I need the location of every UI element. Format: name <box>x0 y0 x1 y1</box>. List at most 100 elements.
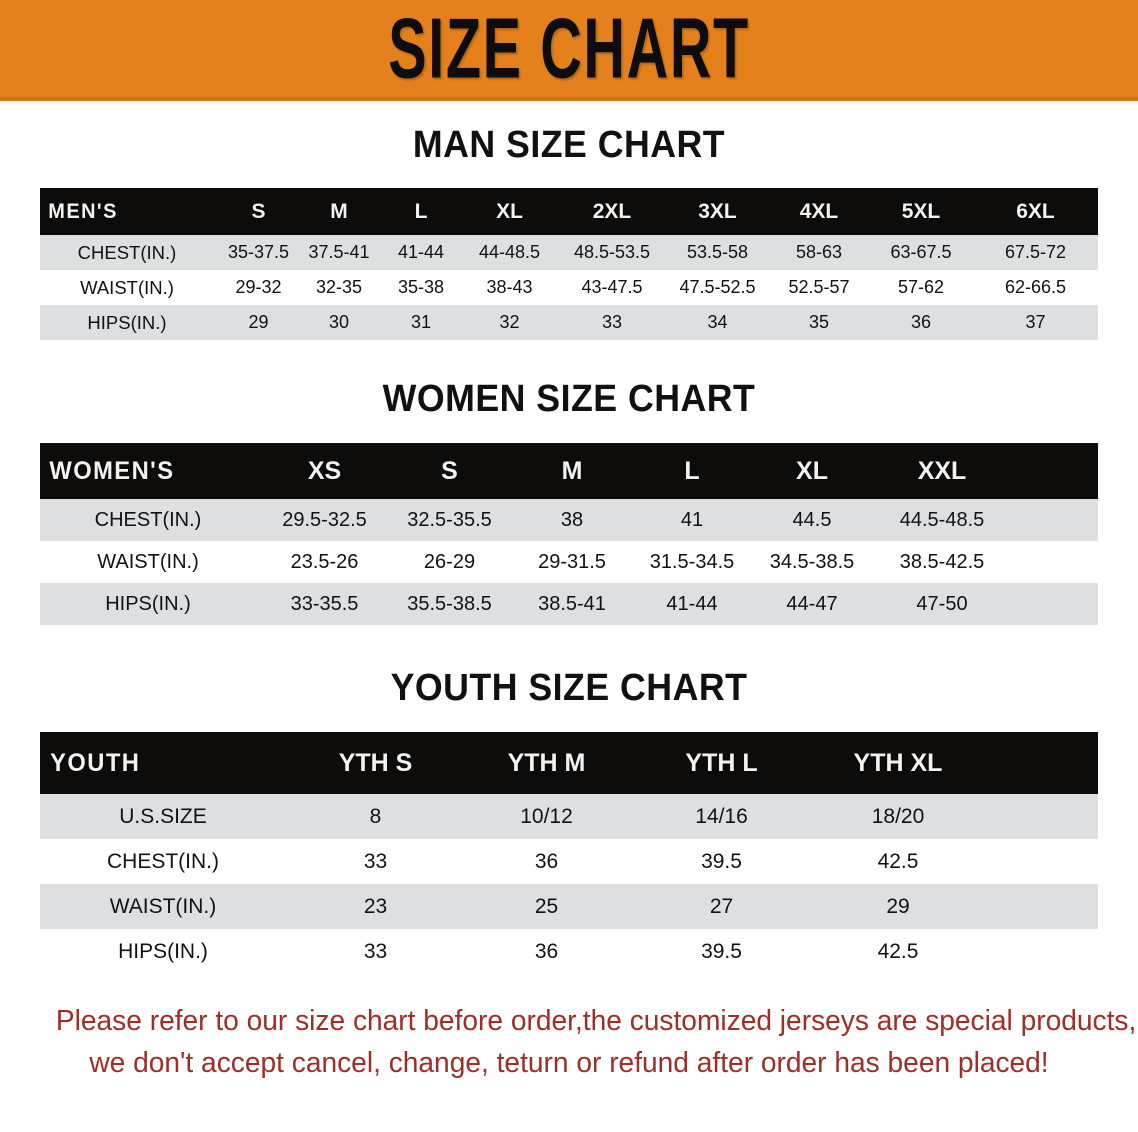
page-banner: SIZE CHART <box>0 0 1138 101</box>
table-row: U.S.SIZE 8 10/12 14/16 18/20 <box>40 794 1098 839</box>
man-row-label-waist: WAIST(IN.) <box>80 276 174 298</box>
table-cell: 32 <box>499 312 520 332</box>
table-cell: 41 <box>680 508 704 531</box>
man-size-table-wrapper: MEN'S S M L XL 2XL 3XL 4XL 5XL 6XL CHEST… <box>40 188 1098 340</box>
man-table-header-row: MEN'S S M L XL 2XL 3XL 4XL 5XL 6XL <box>40 188 1098 235</box>
table-cell: 34.5-38.5 <box>769 550 855 573</box>
table-cell: 18/20 <box>871 804 925 828</box>
table-cell: 32-35 <box>315 277 363 297</box>
youth-corner-label: YOUTH <box>50 748 141 777</box>
table-cell: 58-63 <box>795 242 843 262</box>
youth-size-table-wrapper: YOUTH YTH S YTH M YTH L YTH XL U.S.SIZE … <box>40 732 1098 974</box>
table-cell: 33 <box>601 312 623 332</box>
table-cell <box>987 794 1098 839</box>
table-cell: 29.5-32.5 <box>282 508 367 531</box>
table-cell: 44-48.5 <box>478 242 541 262</box>
table-cell <box>1012 499 1098 541</box>
table-cell: 38.5-42.5 <box>899 550 985 573</box>
table-cell: 30 <box>328 312 350 332</box>
table-cell: 41-44 <box>397 242 445 262</box>
table-row: CHEST(IN.) 29.5-32.5 32.5-35.5 38 41 44.… <box>40 499 1098 541</box>
table-cell: 14/16 <box>695 804 748 828</box>
man-row-label-chest: CHEST(IN.) <box>77 241 177 263</box>
table-cell: 62-66.5 <box>1004 277 1067 297</box>
table-cell: 31.5-34.5 <box>649 550 735 573</box>
youth-row-label-us-size: U.S.SIZE <box>119 804 207 828</box>
table-cell: 29 <box>248 312 269 332</box>
table-cell: 52.5-57 <box>788 277 850 297</box>
table-row: CHEST(IN.) 33 36 39.5 42.5 <box>40 839 1098 884</box>
table-cell: 53.5-58 <box>686 242 749 262</box>
table-cell <box>987 884 1098 929</box>
table-cell: 44.5-48.5 <box>899 508 985 531</box>
table-row: WAIST(IN.) 29-32 32-35 35-38 38-43 43-47… <box>40 270 1098 305</box>
table-cell <box>1012 541 1098 583</box>
man-col-xl: XL <box>496 199 523 223</box>
youth-col-empty <box>987 732 1098 794</box>
table-cell: 23.5-26 <box>290 550 359 573</box>
women-corner-label: WOMEN'S <box>49 456 175 485</box>
table-cell: 36 <box>910 312 932 332</box>
man-col-s: S <box>251 199 266 223</box>
table-cell: 41-44 <box>666 592 718 615</box>
table-cell: 42.5 <box>877 849 919 873</box>
table-row: CHEST(IN.) 35-37.5 37.5-41 41-44 44-48.5… <box>40 235 1098 270</box>
man-row-label-hips: HIPS(IN.) <box>87 311 167 333</box>
youth-row-label-hips: HIPS(IN.) <box>118 939 208 963</box>
women-col-xs: XS <box>307 456 342 485</box>
table-cell: 44.5 <box>792 508 832 531</box>
table-cell: 39.5 <box>701 849 742 873</box>
youth-row-label-waist: WAIST(IN.) <box>109 894 217 918</box>
table-cell: 47.5-52.5 <box>679 277 756 297</box>
women-col-xxl: XXL <box>917 456 967 485</box>
table-cell: 35.5-38.5 <box>407 592 492 615</box>
disclaimer-note: Please refer to our size chart before or… <box>55 1000 1137 1084</box>
table-cell: 63-67.5 <box>890 242 952 262</box>
women-col-m: M <box>561 456 583 485</box>
disclaimer-line-1: Please refer to our size chart before or… <box>55 1005 1137 1037</box>
table-cell: 48.5-53.5 <box>573 242 651 262</box>
table-cell: 25 <box>534 894 559 918</box>
man-col-3xl: 3XL <box>698 199 737 223</box>
table-row: WAIST(IN.) 23.5-26 26-29 29-31.5 31.5-34… <box>40 541 1098 583</box>
table-cell: 34 <box>707 312 728 332</box>
table-cell: 37.5-41 <box>308 242 370 262</box>
women-col-l: L <box>684 456 700 485</box>
youth-col-yth-l: YTH L <box>685 748 758 777</box>
women-row-label-chest: CHEST(IN.) <box>94 508 202 531</box>
disclaimer-line-2: we don't accept cancel, change, teturn o… <box>89 1047 1049 1080</box>
women-col-xl: XL <box>796 456 828 485</box>
man-size-table: MEN'S S M L XL 2XL 3XL 4XL 5XL 6XL CHEST… <box>40 188 1098 340</box>
table-cell: 38 <box>560 508 584 531</box>
table-row: HIPS(IN.) 33 36 39.5 42.5 <box>40 929 1098 974</box>
table-cell: 36 <box>534 939 559 963</box>
table-cell: 47-50 <box>916 592 968 615</box>
youth-col-yth-s: YTH S <box>338 748 413 777</box>
table-cell: 43-47.5 <box>581 277 643 297</box>
women-col-s: S <box>441 456 458 485</box>
youth-table-header-row: YOUTH YTH S YTH M YTH L YTH XL <box>40 732 1098 794</box>
table-cell: 10/12 <box>520 804 573 828</box>
table-cell: 38.5-41 <box>538 592 606 615</box>
table-cell <box>987 929 1098 974</box>
table-cell: 29 <box>886 894 910 918</box>
table-cell: 8 <box>369 804 382 828</box>
man-col-l: L <box>414 199 428 223</box>
banner-title: SIZE CHART <box>388 1 750 96</box>
table-cell: 39.5 <box>701 939 742 963</box>
man-col-4xl: 4XL <box>799 199 839 223</box>
youth-col-yth-m: YTH M <box>507 748 586 777</box>
table-cell <box>987 839 1098 884</box>
man-corner-label: MEN'S <box>48 199 118 223</box>
man-col-2xl: 2XL <box>592 199 632 223</box>
women-size-table-wrapper: WOMEN'S XS S M L XL XXL CHEST(IN.) 29.5-… <box>40 443 1098 625</box>
table-cell: 29-32 <box>235 277 282 297</box>
women-col-empty <box>1012 443 1098 499</box>
table-cell: 23 <box>363 894 388 918</box>
women-row-label-waist: WAIST(IN.) <box>97 550 199 573</box>
women-table-header-row: WOMEN'S XS S M L XL XXL <box>40 443 1098 499</box>
table-cell: 38-43 <box>486 277 533 297</box>
man-col-m: M <box>330 199 348 223</box>
table-cell: 35-38 <box>397 277 445 297</box>
